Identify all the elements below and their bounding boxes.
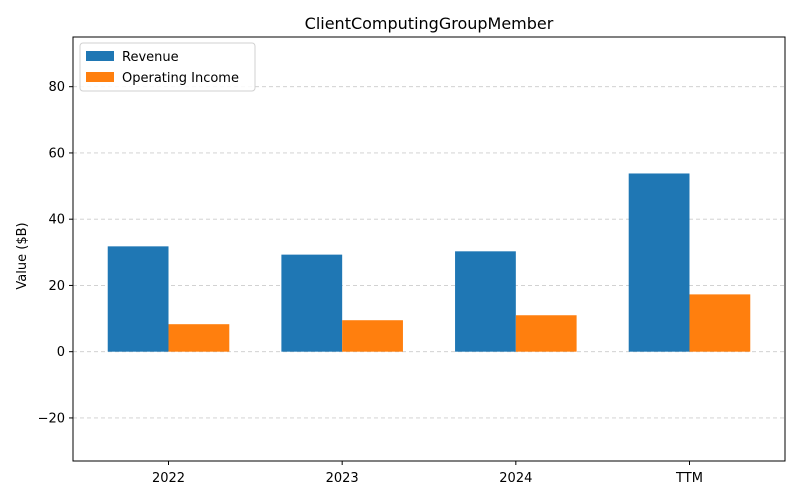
- bar-operating-income-ttm: [689, 294, 751, 352]
- y-tick-label: −20: [38, 411, 65, 426]
- y-tick-label: 0: [57, 345, 65, 360]
- bar-revenue-ttm: [628, 173, 690, 352]
- legend-swatch: [86, 51, 114, 61]
- x-tick-label: 2023: [326, 471, 359, 486]
- bar-revenue-2024: [455, 251, 516, 352]
- bars: [107, 173, 751, 352]
- plot-frame: [72, 36, 786, 462]
- chart-title: ClientComputingGroupMember: [305, 14, 554, 33]
- axis-ticks: −20 0 20 40 60 80 2022 2023 2024 TTM: [38, 80, 703, 486]
- x-tick-label: 2022: [152, 471, 185, 486]
- legend-label: Operating Income: [122, 71, 239, 86]
- y-tick-label: 80: [48, 80, 65, 95]
- legend-swatch: [86, 72, 114, 82]
- y-tick-label: 40: [48, 213, 65, 228]
- y-axis-label: Value ($B): [15, 222, 30, 289]
- legend-label: Revenue: [122, 50, 179, 65]
- bar-operating-income-2023: [342, 320, 403, 352]
- bar-operating-income-2022: [168, 324, 230, 352]
- bar-operating-income-2024: [515, 315, 577, 352]
- y-tick-label: 60: [48, 146, 65, 161]
- bar-revenue-2023: [281, 254, 343, 352]
- legend-box: [79, 42, 256, 92]
- y-tick-label: 20: [48, 279, 65, 294]
- legend: Revenue Operating Income: [79, 42, 256, 92]
- bar-revenue-2022: [107, 246, 169, 352]
- x-tick-label: 2024: [499, 471, 532, 486]
- x-tick-label: TTM: [675, 471, 703, 486]
